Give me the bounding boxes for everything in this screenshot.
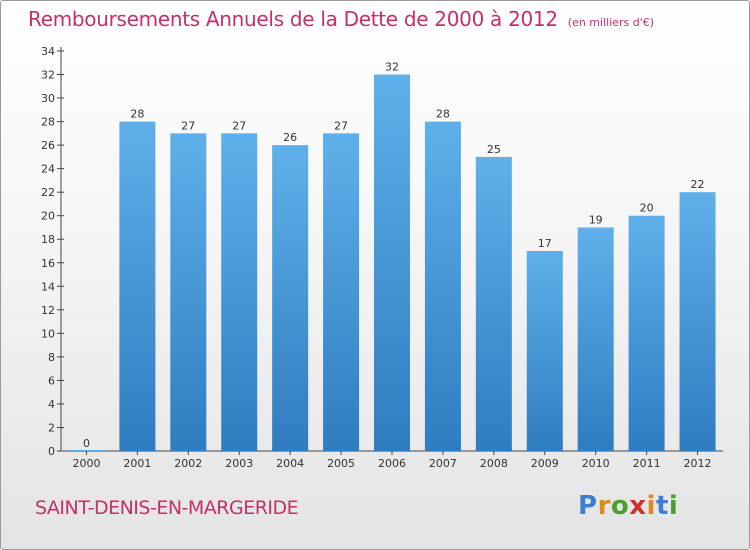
y-tick-label: 34 — [41, 45, 55, 58]
y-tick-label: 18 — [41, 233, 55, 246]
x-tick-label: 2001 — [123, 457, 151, 470]
x-tick-label: 2003 — [225, 457, 253, 470]
data-label-2002: 27 — [181, 119, 195, 132]
y-tick-label: 10 — [41, 327, 55, 340]
y-tick-label: 16 — [41, 257, 55, 270]
bar-2011 — [628, 215, 665, 451]
logo-letter: t — [655, 491, 669, 521]
x-tick-label: 2000 — [72, 457, 100, 470]
bar-2003 — [221, 133, 258, 451]
data-label-2005: 27 — [334, 119, 348, 132]
y-tick-label: 6 — [48, 374, 55, 387]
data-label-2010: 19 — [589, 213, 603, 226]
y-tick-label: 30 — [41, 92, 55, 105]
data-label-2011: 20 — [640, 202, 654, 215]
x-tick-label: 2007 — [429, 457, 457, 470]
y-tick-label: 2 — [48, 421, 55, 434]
bar-2008 — [475, 156, 512, 451]
bar-2006 — [374, 74, 410, 451]
data-label-2004: 26 — [283, 131, 297, 144]
commune-name: SAINT-DENIS-EN-MARGERIDE — [35, 497, 299, 519]
x-tick-label: 2009 — [531, 457, 559, 470]
logo-letter: x — [629, 491, 647, 521]
logo-letter: P — [578, 491, 598, 521]
bar-2010 — [577, 227, 614, 451]
y-tick-label: 4 — [48, 398, 55, 411]
y-tick-label: 22 — [41, 186, 55, 199]
logo-letter: i — [668, 491, 679, 521]
x-tick-label: 2005 — [327, 457, 355, 470]
bar-2002 — [170, 133, 207, 451]
bar-2007 — [424, 121, 461, 452]
x-tick-label: 2010 — [582, 457, 610, 470]
logo-letter: r — [597, 491, 611, 521]
labels: 0 2000 28 2001 27 2002 27 2003 26 2004 27 2005 32 200… — [72, 61, 711, 470]
y-tick-label: 28 — [41, 116, 55, 129]
logo-letter: o — [610, 491, 630, 521]
data-label-2009: 17 — [538, 237, 552, 250]
x-tick-label: 2011 — [633, 457, 661, 470]
y-tick-label: 26 — [41, 139, 55, 152]
bars — [68, 74, 716, 452]
chart-title-text: Remboursements Annuels de la Dette de 20… — [28, 7, 558, 31]
bar-2012 — [679, 192, 716, 452]
y-tick-label: 0 — [48, 445, 55, 458]
bar-2004 — [272, 145, 309, 451]
logo-letter: i — [646, 491, 656, 521]
x-tick-label: 2004 — [276, 457, 304, 470]
x-tick-label: 2002 — [174, 457, 202, 470]
data-label-2001: 28 — [130, 108, 144, 121]
data-label-2007: 28 — [436, 108, 450, 121]
proxiti-logo: Proxiti — [578, 491, 678, 521]
y-tick-label: 8 — [48, 351, 55, 364]
x-tick-label: 2006 — [378, 457, 406, 470]
data-label-2008: 25 — [487, 143, 501, 156]
data-label-2003: 27 — [232, 119, 246, 132]
y-tick-label: 12 — [41, 304, 55, 317]
y-tick-label: 24 — [41, 163, 55, 176]
x-tick-label: 2012 — [684, 457, 712, 470]
data-label-2012: 22 — [691, 178, 705, 191]
bar-2005 — [323, 133, 360, 451]
data-label-2006: 32 — [385, 61, 399, 74]
bar-2001 — [119, 121, 156, 452]
unit-note: (en milliers d'€) — [567, 16, 655, 29]
bar-2009 — [526, 251, 563, 451]
x-tick-label: 2008 — [480, 457, 508, 470]
y-tick-label: 14 — [41, 280, 55, 293]
y-tick-label: 32 — [41, 69, 55, 82]
data-label-2000: 0 — [83, 437, 90, 450]
y-tick-label: 20 — [41, 210, 55, 223]
chart-title: Remboursements Annuels de la Dette de 20… — [28, 7, 654, 31]
